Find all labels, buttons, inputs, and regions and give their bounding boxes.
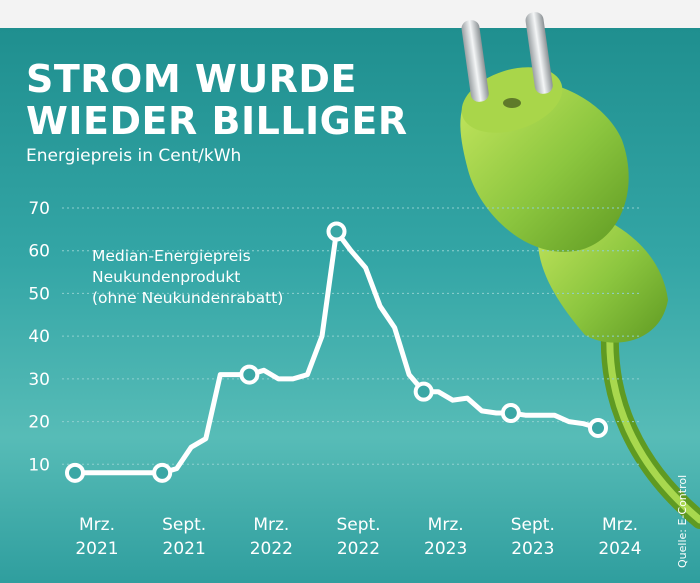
x-tick-label-year: 2021 xyxy=(75,539,118,559)
x-tick-label-year: 2023 xyxy=(424,539,467,559)
x-axis-tick-labels: Mrz. 2021 Sept. 2021 Mrz. 2022 Sept. 2022 Mrz. 20… xyxy=(75,515,641,559)
chart-title-line-1: STROM WURDE xyxy=(26,57,357,101)
series-markers xyxy=(65,221,608,483)
power-plug-illustration xyxy=(460,12,700,529)
x-tick-label-month: Sept. xyxy=(336,515,380,535)
annotation-line-2: Neukundenprodukt xyxy=(92,268,241,286)
series-annotation: Median-Energiepreis Neukundenprodukt (oh… xyxy=(92,246,283,309)
y-tick-label: 70 xyxy=(28,199,50,219)
x-tick-label-month: Mrz. xyxy=(253,515,289,535)
data-point-marker xyxy=(588,417,608,438)
x-tick-label-year: 2022 xyxy=(250,539,293,559)
x-tick-label-month: Mrz. xyxy=(79,515,115,535)
y-tick-label: 50 xyxy=(28,284,50,304)
x-tick-label-year: 2022 xyxy=(337,539,380,559)
data-point-marker xyxy=(326,221,347,242)
x-tick-label-month: Mrz. xyxy=(602,515,638,535)
annotation-line-1: Median-Energiepreis xyxy=(92,247,251,265)
y-tick-label: 60 xyxy=(28,242,50,262)
data-point-marker xyxy=(65,462,85,483)
y-axis-tick-labels: 10 20 30 40 50 60 70 xyxy=(28,199,50,475)
x-tick-label-year: 2021 xyxy=(163,539,206,559)
data-point-marker xyxy=(239,364,260,385)
annotation-line-3: (ohne Neukundenrabatt) xyxy=(92,289,284,307)
y-tick-label: 20 xyxy=(28,413,50,433)
y-tick-label: 10 xyxy=(28,455,50,475)
gridlines xyxy=(62,207,640,465)
plug-pin-left xyxy=(461,20,489,102)
plug-pin-right xyxy=(525,12,553,94)
y-tick-label: 30 xyxy=(28,370,50,390)
source-credit: Quelle: E-Control xyxy=(676,474,689,568)
x-tick-label-month: Sept. xyxy=(511,515,555,535)
x-tick-label-year: 2024 xyxy=(598,539,641,559)
x-tick-label-year: 2023 xyxy=(511,539,554,559)
data-point-marker xyxy=(152,462,173,483)
x-tick-label-month: Sept. xyxy=(162,515,206,535)
chart-title-line-2: WIEDER BILLIGER xyxy=(26,99,408,143)
y-tick-label: 40 xyxy=(28,327,50,347)
cable-highlight xyxy=(606,306,700,524)
x-tick-label-month: Mrz. xyxy=(428,515,464,535)
data-point-marker xyxy=(500,403,521,424)
plug-socket-hole xyxy=(503,98,521,108)
data-point-marker xyxy=(413,381,434,402)
y-axis-label: Energiepreis in Cent/kWh xyxy=(26,146,242,166)
